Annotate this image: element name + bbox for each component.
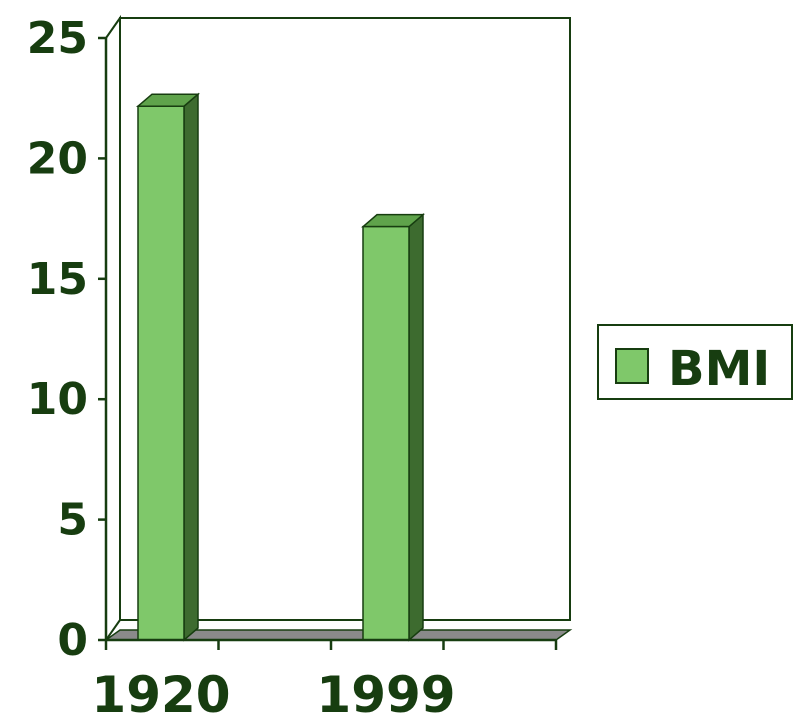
y-tick-label: 5 xyxy=(57,495,88,546)
legend: BMI xyxy=(597,324,793,400)
bar-1999 xyxy=(360,213,426,642)
x-tick-label: 1920 xyxy=(91,666,230,716)
legend-swatch-bmi xyxy=(615,348,649,384)
bar-side xyxy=(408,213,424,642)
x-tick-labels: 1920 1999 xyxy=(91,666,455,716)
y-tick-labels: 0 5 10 15 20 25 xyxy=(27,13,88,666)
x-tick-label: 1999 xyxy=(316,666,455,716)
bars xyxy=(135,92,426,642)
bar-front xyxy=(137,105,185,641)
bar-front xyxy=(362,225,410,641)
legend-label-bmi: BMI xyxy=(668,341,770,397)
y-tick-label: 20 xyxy=(27,133,88,184)
y-tick-label: 0 xyxy=(57,615,88,666)
y-tick-label: 10 xyxy=(27,374,88,425)
bar-1920 xyxy=(135,92,201,642)
y-tick-label: 25 xyxy=(27,13,88,64)
bar-side xyxy=(183,92,199,642)
side-wall xyxy=(105,14,121,644)
axes xyxy=(98,36,558,650)
y-tick-label: 15 xyxy=(27,254,88,305)
